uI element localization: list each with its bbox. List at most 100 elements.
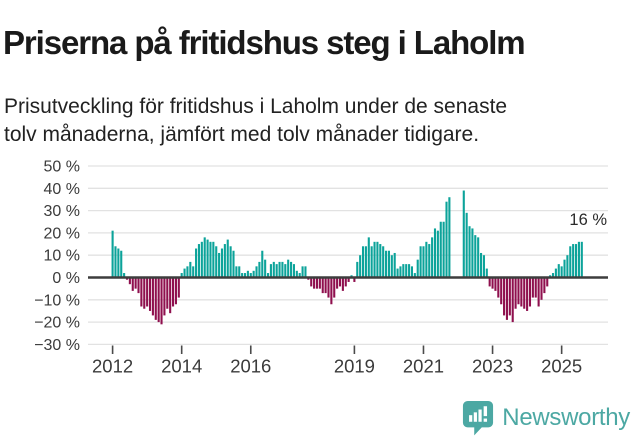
- bar: [482, 255, 485, 278]
- bar: [215, 246, 218, 278]
- bar: [471, 228, 474, 278]
- bar: [310, 277, 313, 287]
- bar: [338, 277, 342, 287]
- bar: [361, 246, 365, 278]
- bar: [246, 270, 249, 278]
- bar: [566, 255, 569, 278]
- bar: [405, 264, 408, 278]
- bar: [439, 221, 442, 278]
- bar: [433, 228, 437, 278]
- bar: [436, 230, 439, 278]
- bar: [442, 221, 445, 278]
- bar: [359, 255, 362, 278]
- bar: [157, 277, 160, 323]
- bar: [431, 237, 434, 278]
- bar: [534, 277, 537, 298]
- bar: [197, 244, 200, 278]
- bar: [163, 277, 166, 316]
- bar: [287, 259, 290, 278]
- bar: [278, 261, 281, 278]
- bar: [364, 246, 367, 278]
- bar: [537, 277, 540, 307]
- bar: [560, 266, 563, 278]
- bar: [569, 246, 572, 278]
- bar: [474, 235, 477, 278]
- bar: [465, 212, 468, 278]
- bar: [333, 277, 336, 298]
- bar: [572, 244, 575, 278]
- bar: [376, 241, 379, 278]
- bar: [269, 264, 272, 278]
- bar: [206, 239, 209, 278]
- bar: [261, 250, 264, 278]
- bar: [531, 277, 534, 298]
- bar: [554, 268, 557, 278]
- bar: [235, 266, 238, 278]
- bar: [551, 273, 555, 278]
- newsworthy-chart-bubble-icon: [463, 401, 494, 436]
- bar: [341, 277, 344, 291]
- bar: [526, 277, 529, 311]
- bar: [290, 261, 293, 278]
- bar: [292, 264, 295, 278]
- bar: [370, 246, 373, 278]
- bar: [226, 239, 229, 278]
- bar: [485, 268, 488, 278]
- page-title: Priserna på fritidshus steg i Laholm: [3, 24, 526, 62]
- bar: [117, 248, 120, 278]
- bar: [220, 248, 224, 278]
- bar: [120, 250, 123, 278]
- bar: [367, 237, 370, 278]
- bar: [324, 277, 327, 294]
- bar: [252, 270, 255, 278]
- bar: [419, 246, 422, 278]
- bar: [243, 273, 247, 278]
- bar: [408, 264, 411, 278]
- bar: [387, 250, 390, 278]
- bar: [428, 244, 431, 278]
- bar: [528, 277, 532, 307]
- bar: [477, 237, 480, 278]
- bar: [563, 259, 566, 278]
- brand-name: Newsworthy: [502, 404, 630, 431]
- bar: [508, 277, 511, 316]
- subtitle-line-1: Prisutveckling för fritidshus i Laholm u…: [4, 95, 508, 118]
- x-axis-tick-label: 2021: [403, 356, 444, 377]
- bar: [123, 273, 126, 278]
- bar: [189, 261, 192, 278]
- bar: [480, 252, 483, 278]
- bar: [574, 244, 578, 278]
- bar: [137, 277, 140, 294]
- y-axis-tick-label: 0 %: [52, 270, 80, 287]
- x-axis-tick-label: 2025: [541, 356, 582, 377]
- bar: [304, 266, 307, 278]
- bar: [336, 277, 339, 289]
- bar: [393, 252, 396, 278]
- bar: [353, 277, 356, 282]
- bar: [445, 201, 448, 278]
- bar: [266, 273, 270, 278]
- y-axis-tick-label: 30 %: [44, 203, 80, 220]
- bar: [255, 266, 258, 278]
- y-axis-tick-label: −10 %: [34, 292, 80, 309]
- bar: [186, 266, 189, 278]
- bar: [315, 277, 319, 289]
- bar: [503, 277, 506, 316]
- bar: [192, 266, 195, 278]
- x-axis-tick-label: 2023: [472, 356, 513, 377]
- bar: [154, 277, 157, 320]
- bar: [523, 277, 526, 309]
- bar: [410, 266, 414, 278]
- bar: [347, 277, 350, 282]
- bar: [413, 273, 416, 278]
- y-axis-tick-label: 10 %: [44, 248, 80, 265]
- bar: [382, 246, 385, 278]
- bar: [212, 241, 215, 278]
- bar: [166, 277, 169, 309]
- bar: [505, 277, 508, 320]
- bar: [321, 277, 324, 294]
- bar: [520, 277, 523, 307]
- bar: [275, 264, 278, 278]
- bar: [577, 241, 580, 278]
